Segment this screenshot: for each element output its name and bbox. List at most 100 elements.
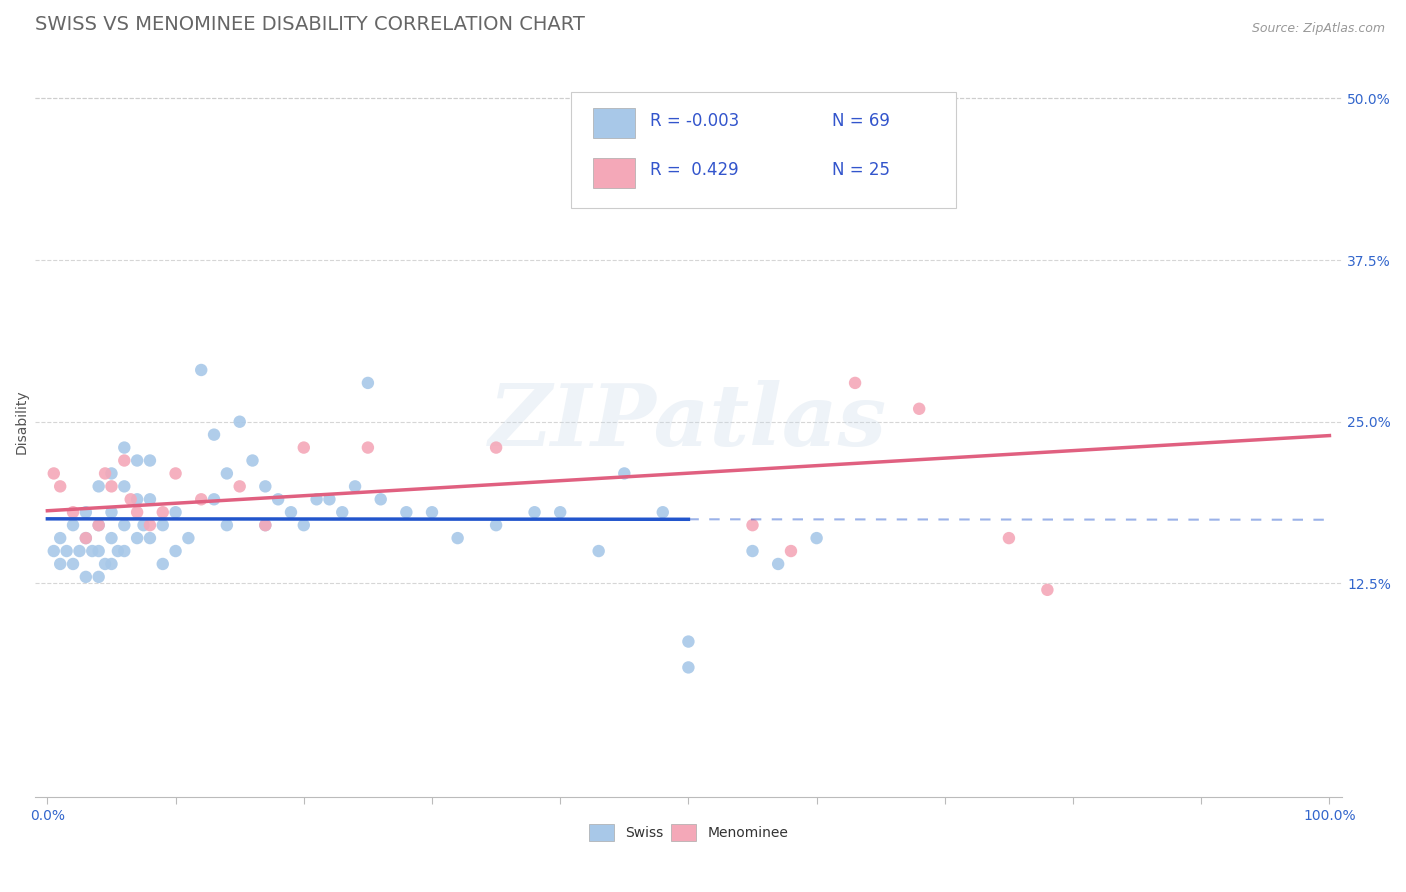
Point [215, 518, 238, 533]
Point [741, 544, 763, 558]
Point [202, 492, 225, 507]
Point [202, 427, 225, 442]
Point [318, 492, 340, 507]
Point [42, 544, 65, 558]
Point [780, 544, 803, 558]
Point [87, 544, 110, 558]
Point [485, 518, 508, 533]
Point [139, 531, 162, 545]
Bar [593, 158, 634, 187]
Point [165, 505, 187, 519]
Point [330, 505, 353, 519]
Point [305, 492, 328, 507]
Point [242, 453, 264, 467]
Point [420, 505, 443, 519]
Point [523, 505, 546, 519]
Legend: Swiss, Menominee: Swiss, Menominee [583, 819, 794, 847]
FancyBboxPatch shape [571, 92, 956, 208]
Point [42, 467, 65, 481]
Point [741, 518, 763, 533]
Point [49, 479, 72, 493]
Point [112, 479, 135, 493]
Point [139, 518, 162, 533]
Point [190, 492, 212, 507]
Point [446, 531, 468, 545]
Point [112, 453, 135, 467]
Point [165, 544, 187, 558]
Y-axis label: Disability: Disability [15, 390, 30, 454]
Point [254, 518, 277, 533]
Text: SWISS VS MENOMINEE DISABILITY CORRELATION CHART: SWISS VS MENOMINEE DISABILITY CORRELATIO… [35, 15, 585, 34]
Point [228, 415, 250, 429]
Point [152, 505, 174, 519]
Point [120, 492, 142, 507]
Point [548, 505, 571, 519]
Point [132, 518, 155, 533]
Point [55, 544, 77, 558]
Text: ZIPatlas: ZIPatlas [489, 380, 887, 464]
Point [107, 544, 129, 558]
Point [395, 505, 418, 519]
Point [806, 531, 828, 545]
Point [62, 518, 84, 533]
Point [87, 518, 110, 533]
Point [588, 544, 610, 558]
Point [485, 441, 508, 455]
Text: Source: ZipAtlas.com: Source: ZipAtlas.com [1251, 22, 1385, 36]
Point [190, 363, 212, 377]
Point [651, 505, 673, 519]
Point [177, 531, 200, 545]
Point [357, 441, 380, 455]
Point [613, 467, 636, 481]
Point [100, 467, 122, 481]
Point [139, 492, 162, 507]
Point [100, 557, 122, 571]
Point [94, 467, 117, 481]
Point [75, 531, 97, 545]
Point [678, 660, 700, 674]
Point [165, 467, 187, 481]
Point [87, 518, 110, 533]
Point [998, 531, 1021, 545]
Point [127, 531, 149, 545]
Point [112, 518, 135, 533]
Point [280, 505, 302, 519]
Point [127, 492, 149, 507]
Point [127, 505, 149, 519]
Point [254, 479, 277, 493]
Point [152, 557, 174, 571]
Point [82, 544, 104, 558]
Point [67, 544, 90, 558]
Point [100, 479, 122, 493]
Point [228, 479, 250, 493]
Point [112, 441, 135, 455]
Bar [593, 108, 634, 138]
Point [1036, 582, 1059, 597]
Point [75, 531, 97, 545]
Point [344, 479, 367, 493]
Point [112, 544, 135, 558]
Point [94, 557, 117, 571]
Point [100, 531, 122, 545]
Point [127, 453, 149, 467]
Point [49, 557, 72, 571]
Text: N = 25: N = 25 [832, 161, 890, 179]
Point [75, 570, 97, 584]
Point [844, 376, 866, 390]
Point [678, 634, 700, 648]
Point [254, 518, 277, 533]
Point [62, 505, 84, 519]
Point [75, 505, 97, 519]
Text: N = 69: N = 69 [832, 112, 890, 130]
Point [139, 453, 162, 467]
Text: R = -0.003: R = -0.003 [651, 112, 740, 130]
Point [766, 557, 789, 571]
Point [292, 441, 315, 455]
Point [370, 492, 392, 507]
Point [908, 401, 931, 416]
Point [152, 518, 174, 533]
Point [215, 467, 238, 481]
Point [87, 479, 110, 493]
Point [62, 557, 84, 571]
Point [357, 376, 380, 390]
